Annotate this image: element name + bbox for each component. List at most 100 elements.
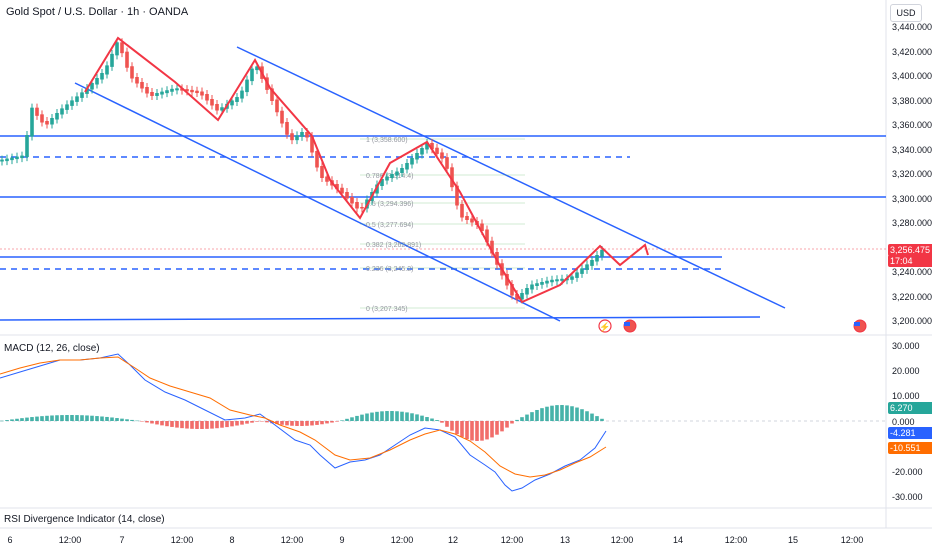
macd-hist-bar [390, 411, 394, 421]
symbol-title[interactable]: Gold Spot / U.S. Dollar · 1h · OANDA [6, 6, 189, 18]
macd-hist-bar [455, 421, 459, 435]
candle-body [485, 229, 489, 243]
macd-hist-bar [95, 416, 99, 421]
macd-hist-tag: 6.270 [888, 402, 932, 414]
candle-body [435, 147, 439, 154]
svg-text:⚡: ⚡ [599, 321, 610, 333]
candle-body [175, 88, 179, 91]
candle-body [425, 143, 429, 150]
candle-body [410, 158, 414, 165]
macd-hist-bar [470, 421, 474, 441]
price-tick: 3,300.000 [892, 193, 932, 204]
macd-hist-bar [160, 421, 164, 426]
fib-level-label: 0.236 (3,245.2) [366, 266, 413, 273]
macd-hist-bar [20, 418, 24, 421]
macd-hist-bar [175, 421, 179, 428]
currency-button[interactable]: USD [890, 4, 922, 22]
candle-body [515, 294, 519, 300]
macd-hist-bar [355, 415, 359, 421]
candle-body [420, 148, 424, 155]
candle-body [105, 65, 109, 75]
macd-hist-bar [310, 421, 314, 426]
us-flag-event-icon[interactable] [623, 319, 637, 333]
descending-channel[interactable] [74, 46, 786, 322]
price-tick: 3,380.000 [892, 95, 932, 106]
price-tick: 3,280.000 [892, 218, 932, 228]
macd-hist-bar [75, 415, 79, 421]
horizontal-lines[interactable] [0, 135, 886, 321]
macd-hist-bar [335, 421, 339, 422]
candle-body [150, 92, 154, 96]
candle-body [10, 157, 14, 161]
candle-body [405, 163, 409, 170]
zigzag-path[interactable] [84, 36, 649, 304]
candle-body [115, 42, 119, 56]
macd-hist-bar [25, 417, 29, 421]
candle-body [195, 90, 199, 94]
rsi-label[interactable]: RSI Divergence Indicator (14, close) [4, 514, 165, 525]
macd-hist-bar [375, 411, 379, 421]
macd-hist-bar [350, 417, 354, 421]
price-tick: 3,340.000 [892, 144, 932, 155]
macd-hist-bar [170, 421, 174, 427]
candle-body [135, 77, 139, 84]
macd-hist-bar [50, 415, 54, 421]
time-tick: 8 [229, 535, 235, 545]
macd-hist-bar [505, 421, 509, 428]
candle-body [580, 268, 584, 274]
macd-hist-bar [155, 421, 159, 425]
candle-body [230, 100, 234, 106]
candle-body [305, 132, 309, 138]
macd-hist-bar [600, 418, 604, 421]
candle-body [140, 82, 144, 89]
candle-body [155, 93, 159, 96]
macd-hist-bar [120, 418, 124, 421]
macd-hist-bar [400, 411, 404, 421]
candle-body [415, 153, 419, 160]
macd-hist-bar [540, 408, 544, 421]
candle-body [80, 92, 84, 98]
candle-body [555, 279, 559, 282]
macd-hist-bar [570, 406, 574, 421]
macd-hist-bar [285, 421, 289, 426]
time-tick: 12:00 [610, 535, 634, 545]
candle-body [380, 179, 384, 186]
price-tick: 3,420.000 [892, 46, 932, 57]
price-tick: 3,200.000 [892, 316, 932, 326]
candle-body [145, 87, 149, 94]
macd-value-tag: -4.281 [888, 427, 932, 439]
macd-hist-bar [270, 421, 274, 424]
price-tick: 3,400.000 [892, 71, 932, 81]
macd-hist-bar [180, 421, 184, 429]
candle-body [35, 107, 39, 116]
candle-body [165, 90, 169, 94]
macd-hist-bar [125, 419, 129, 421]
candle-body [460, 204, 464, 218]
candle-body [220, 107, 224, 111]
fib-retracement[interactable]: 1 (3,358.600) 0.786 (3,314.4) 0.5 (3,294.3… [360, 137, 525, 313]
candle-body [85, 88, 89, 94]
candle-body [325, 176, 329, 182]
price-tick: 3,240.000 [892, 267, 932, 277]
time-tick: 6 [7, 535, 13, 545]
time-tick: 9 [339, 535, 345, 545]
macd-hist-bar [165, 421, 169, 427]
macd-hist-bar [490, 421, 494, 438]
time-tick: 12:00 [840, 535, 864, 545]
macd-hist-bar [510, 421, 514, 424]
candle-body [510, 284, 514, 296]
macd-hist-bar [85, 415, 89, 421]
lightning-event-icon[interactable]: ⚡ [598, 319, 612, 333]
macd-label[interactable]: MACD (12, 26, close) [4, 343, 100, 354]
candle-body [110, 53, 114, 67]
macd-hist-bar [115, 418, 119, 421]
macd-hist-bar [385, 411, 389, 421]
candle-body [395, 171, 399, 176]
time-tick: 12:00 [170, 535, 194, 545]
macd-hist-bar [55, 415, 59, 421]
us-flag-event-icon[interactable] [853, 319, 867, 333]
candle-body [40, 114, 44, 123]
macd-hist-bar [90, 415, 94, 421]
candle-body [170, 88, 174, 92]
